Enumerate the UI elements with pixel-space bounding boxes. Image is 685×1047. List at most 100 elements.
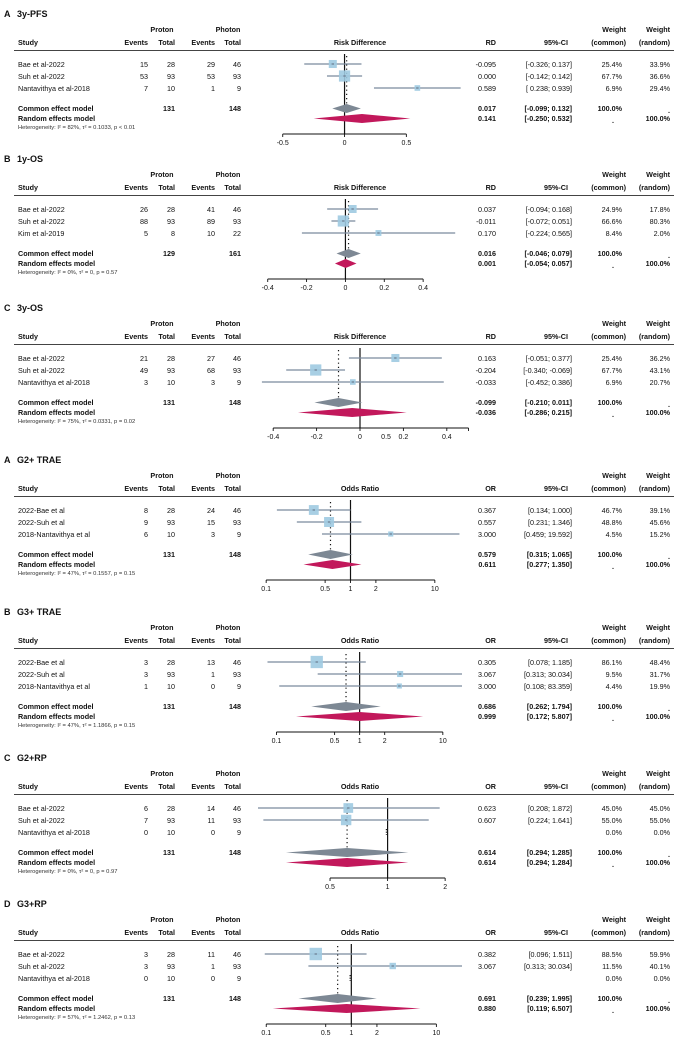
events2-header: Events bbox=[191, 782, 215, 791]
total2: 93 bbox=[233, 72, 241, 81]
common-effect-diamond bbox=[285, 848, 409, 857]
common-header: (common) bbox=[591, 928, 626, 937]
measure-header: Odds Ratio bbox=[340, 484, 380, 493]
random-effects-diamond bbox=[285, 858, 409, 867]
x-tick-label: 0.5 bbox=[325, 884, 335, 891]
weight-common: 0.0% bbox=[605, 974, 622, 983]
panel-title: 3y-PFS bbox=[17, 9, 48, 19]
events1: 0 bbox=[144, 974, 148, 983]
estimate: 0.163 bbox=[478, 354, 496, 363]
random-estimate: 0.999 bbox=[478, 712, 496, 721]
random-weight-random: 100.0% bbox=[645, 114, 670, 123]
events2: 3 bbox=[211, 378, 215, 387]
random-ci: [0.172; 5.807] bbox=[526, 712, 572, 721]
weight-random: 20.7% bbox=[649, 378, 670, 387]
events1: 3 bbox=[144, 950, 148, 959]
common-effect-diamond bbox=[311, 702, 381, 711]
total2: 46 bbox=[233, 60, 241, 69]
random-model-label: Random effects model bbox=[18, 858, 96, 867]
x-tick-label: 0.2 bbox=[399, 434, 409, 441]
common-total1: 131 bbox=[163, 994, 175, 1003]
x-tick-label: 1 bbox=[358, 738, 362, 745]
arm1-label: Proton bbox=[150, 471, 174, 480]
confidence-interval: [-0.094; 0.168] bbox=[525, 205, 572, 214]
total2: 9 bbox=[237, 974, 241, 983]
x-tick-label: 2 bbox=[443, 884, 447, 891]
events2: 10 bbox=[207, 229, 215, 238]
study-name: Bae et al-2022 bbox=[18, 60, 65, 69]
forest-panel-3: C 3y-OS Proton Photon Weight Weight Study Event… bbox=[0, 302, 685, 447]
heterogeneity-text: Heterogeneity: I² = 0%, τ² = 0, p = 0.57 bbox=[18, 270, 118, 276]
random-weight-random: 100.0% bbox=[645, 712, 670, 721]
weight-random-header: Weight bbox=[646, 915, 670, 924]
total2: 9 bbox=[237, 530, 241, 539]
events2: 13 bbox=[207, 658, 215, 667]
common-header: (common) bbox=[591, 332, 626, 341]
common-weight-random: . bbox=[668, 106, 670, 115]
common-weight-random: . bbox=[668, 400, 670, 409]
weight-random: 36.6% bbox=[649, 72, 670, 81]
x-tick-label: 0.2 bbox=[379, 285, 389, 292]
common-weight-common: 100.0% bbox=[597, 702, 622, 711]
events2: 14 bbox=[207, 804, 215, 813]
panel-title: G3+RP bbox=[17, 899, 47, 909]
forest-panel-1: A 3y-PFS Proton Photon Weight Weight Study Even… bbox=[0, 8, 685, 153]
common-header: (common) bbox=[591, 484, 626, 493]
x-tick-label: 0.1 bbox=[261, 586, 271, 593]
common-model-label: Common effect model bbox=[18, 550, 94, 559]
events2: 29 bbox=[207, 60, 215, 69]
random-weight-common: . bbox=[612, 261, 614, 270]
random-weight-random: 100.0% bbox=[645, 560, 670, 569]
study-header: Study bbox=[18, 183, 38, 192]
weight-random: 45.6% bbox=[649, 518, 670, 527]
x-tick-label: 0.1 bbox=[261, 1030, 271, 1037]
study-name: Suh et al-2022 bbox=[18, 816, 65, 825]
common-model-label: Common effect model bbox=[18, 994, 94, 1003]
arm2-label: Photon bbox=[215, 170, 241, 179]
weight-random: 0.0% bbox=[653, 828, 670, 837]
random-header: (random) bbox=[638, 636, 670, 645]
forest-plot-area: 0.1 0.5 1 2 10 bbox=[261, 500, 460, 593]
arm2-label: Photon bbox=[215, 915, 241, 924]
confidence-interval: [0.231; 1.346] bbox=[528, 518, 572, 527]
forest-plot-area: 0.1 0.5 1 2 10 bbox=[267, 652, 462, 745]
events1: 8 bbox=[144, 506, 148, 515]
weight-common-header: Weight bbox=[602, 25, 626, 34]
weight-common-header: Weight bbox=[602, 471, 626, 480]
total1: 93 bbox=[167, 518, 175, 527]
x-tick-label: 0.5 bbox=[320, 586, 330, 593]
common-estimate: 0.614 bbox=[478, 848, 496, 857]
header-rule bbox=[14, 794, 674, 795]
events1: 9 bbox=[144, 518, 148, 527]
random-estimate: -0.036 bbox=[475, 408, 496, 417]
panel-letter: B bbox=[4, 607, 11, 617]
study-header: Study bbox=[18, 484, 38, 493]
weight-random: 43.1% bbox=[649, 366, 670, 375]
x-tick-label: -0.2 bbox=[301, 285, 313, 292]
x-tick-label: 0 bbox=[343, 285, 347, 292]
total1: 28 bbox=[167, 950, 175, 959]
arm2-label: Photon bbox=[215, 25, 241, 34]
common-ci: [0.294; 1.285] bbox=[526, 848, 572, 857]
common-ci: [-0.210; 0.011] bbox=[524, 398, 572, 407]
arm2-label: Photon bbox=[215, 769, 241, 778]
study-name: Suh et al-2022 bbox=[18, 962, 65, 971]
measure-short-header: RD bbox=[485, 183, 496, 192]
study-header: Study bbox=[18, 636, 38, 645]
weight-random: 39.1% bbox=[649, 506, 670, 515]
random-estimate: 0.880 bbox=[478, 1004, 496, 1013]
confidence-interval: [-0.051; 0.377] bbox=[525, 354, 572, 363]
common-weight-random: . bbox=[668, 251, 670, 260]
total1: 93 bbox=[167, 217, 175, 226]
arm2-label: Photon bbox=[215, 623, 241, 632]
common-weight-common: 100.0% bbox=[597, 994, 622, 1003]
total1: 28 bbox=[167, 60, 175, 69]
total1-header: Total bbox=[158, 636, 175, 645]
random-weight-random: 100.0% bbox=[645, 408, 670, 417]
total1: 28 bbox=[167, 804, 175, 813]
random-ci: [-0.250; 0.532] bbox=[524, 114, 572, 123]
common-weight-random: . bbox=[668, 704, 670, 713]
random-estimate: 0.001 bbox=[478, 259, 496, 268]
events1: 6 bbox=[144, 804, 148, 813]
total1: 93 bbox=[167, 962, 175, 971]
